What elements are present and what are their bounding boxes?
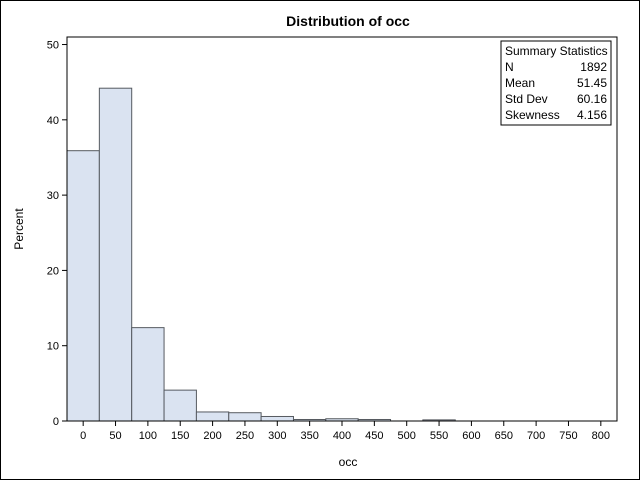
x-tick-label: 750 — [559, 430, 577, 442]
summary-statistic-label: Skewness — [505, 108, 560, 122]
summary-statistic-label: Mean — [505, 76, 535, 90]
histogram-bar — [131, 327, 165, 422]
y-tick-label: 50 — [47, 40, 59, 52]
x-axis: 0 50 100 150 200 250 300 350 400 450 500 550 600 650 7… — [80, 421, 610, 442]
x-tick-label: 650 — [495, 430, 513, 442]
y-tick-label: 20 — [47, 265, 59, 277]
x-tick-label: 300 — [268, 430, 286, 442]
histogram-bar — [260, 415, 294, 422]
x-tick-label: 500 — [398, 430, 416, 442]
y-tick-label: 0 — [53, 416, 59, 428]
y-tick-label: 10 — [47, 341, 59, 353]
summary-statistics-box — [500, 40, 612, 126]
chart-title: Distribution of occ — [286, 13, 410, 29]
summary-statistic-label: N — [505, 60, 514, 74]
x-tick-label: 400 — [333, 430, 351, 442]
x-tick-label: 150 — [171, 430, 189, 442]
histogram-bars — [66, 87, 456, 422]
y-axis-label: Percent — [12, 208, 26, 250]
y-axis: 0 10 20 30 40 50 — [47, 40, 67, 428]
histogram-bar — [195, 411, 230, 422]
summary-statistics-rows: N 1892 Mean 51.45 Std Dev 60.16 Skewness 4.156 — [505, 60, 607, 122]
x-tick-label: 450 — [365, 430, 383, 442]
summary-statistic-label: Std Dev — [505, 92, 548, 106]
y-tick-label: 40 — [47, 115, 59, 127]
x-tick-label: 700 — [527, 430, 545, 442]
histogram-bar — [66, 150, 100, 422]
summary-statistic-value: 51.45 — [577, 76, 607, 90]
summary-statistics-inset: Summary Statistics N 1892 Mean 51.45 Std Dev… — [500, 40, 612, 126]
x-axis-label: occ — [339, 455, 358, 469]
x-tick-label: 50 — [109, 430, 121, 442]
x-tick-label: 250 — [236, 430, 254, 442]
summary-statistics-title: Summary Statistics — [505, 44, 608, 58]
x-tick-label: 800 — [592, 430, 610, 442]
summary-statistic-value: 4.156 — [577, 108, 607, 122]
histogram-bar — [98, 87, 133, 422]
x-tick-label: 350 — [300, 430, 318, 442]
summary-statistic-value: 60.16 — [577, 92, 607, 106]
x-tick-label: 0 — [80, 430, 86, 442]
summary-statistic-value: 1892 — [580, 60, 607, 74]
y-tick-label: 30 — [47, 190, 59, 202]
x-tick-label: 550 — [430, 430, 448, 442]
histogram-bar — [163, 389, 197, 422]
x-tick-label: 200 — [203, 430, 221, 442]
histogram-bar — [228, 412, 262, 422]
x-tick-label: 100 — [139, 430, 157, 442]
x-tick-label: 600 — [462, 430, 480, 442]
